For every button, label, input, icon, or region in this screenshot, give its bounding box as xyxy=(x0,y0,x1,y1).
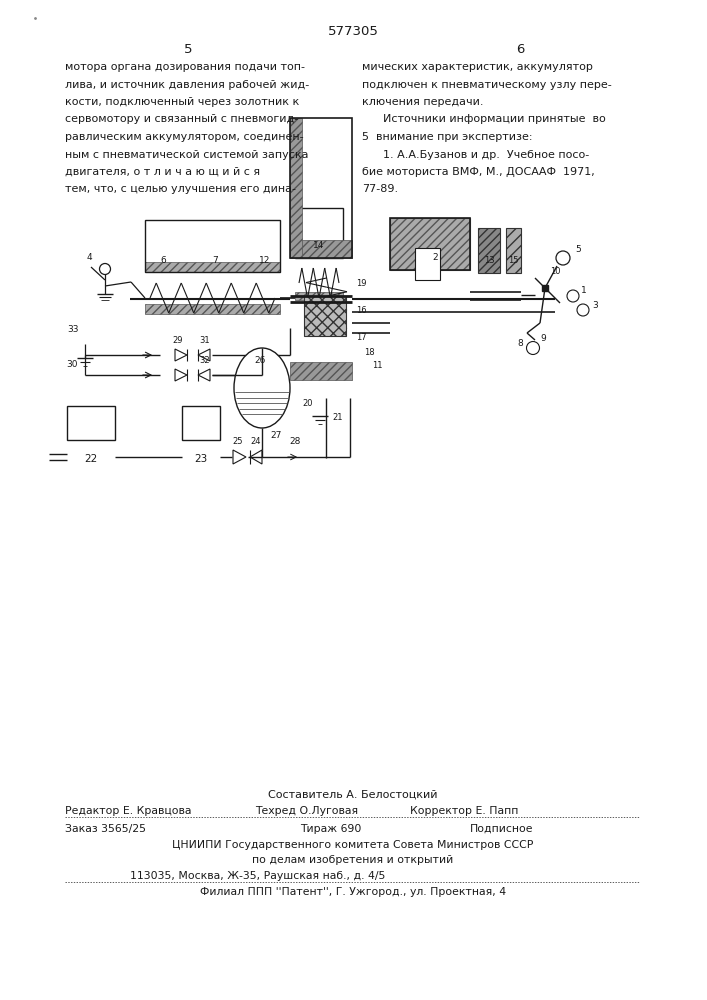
Bar xyxy=(290,118,352,258)
Text: 9: 9 xyxy=(540,334,546,343)
Text: 3: 3 xyxy=(592,301,597,310)
Text: 577305: 577305 xyxy=(327,25,378,38)
Text: ным с пневматической системой запуска: ным с пневматической системой запуска xyxy=(65,149,308,159)
Text: 18: 18 xyxy=(364,348,375,357)
Text: кости, подключенный через золотник к: кости, подключенный через золотник к xyxy=(65,97,299,107)
Text: 14: 14 xyxy=(313,241,325,250)
Circle shape xyxy=(577,304,589,316)
Text: 33: 33 xyxy=(67,325,78,334)
Text: 31: 31 xyxy=(199,336,210,345)
Bar xyxy=(390,218,470,270)
Bar xyxy=(295,250,343,258)
Bar xyxy=(390,218,470,270)
Circle shape xyxy=(527,342,539,355)
Text: Филиал ППП ''Патент'', Г. Ужгород., ул. Проектная, 4: Филиал ППП ''Патент'', Г. Ужгород., ул. … xyxy=(200,887,506,897)
Text: подключен к пневматическому узлу пере-: подключен к пневматическому узлу пере- xyxy=(362,80,612,90)
Text: по делам изобретения и открытий: по делам изобретения и открытий xyxy=(252,855,454,865)
Text: 8: 8 xyxy=(518,339,523,348)
Text: тем, что, с целью улучшения его дина-: тем, что, с целью улучшения его дина- xyxy=(65,184,296,194)
Text: 13: 13 xyxy=(484,256,494,265)
Bar xyxy=(304,296,346,336)
Bar xyxy=(182,406,220,440)
Text: 26: 26 xyxy=(255,356,266,365)
Circle shape xyxy=(567,290,579,302)
Text: ЦНИИПИ Государственного комитета Совета Министров СССР: ЦНИИПИ Государственного комитета Совета … xyxy=(173,840,534,850)
Text: 22: 22 xyxy=(84,454,98,464)
Text: 7: 7 xyxy=(212,256,218,265)
Text: мических характеристик, аккумулятор: мических характеристик, аккумулятор xyxy=(362,62,593,72)
Bar xyxy=(478,228,500,273)
Ellipse shape xyxy=(234,348,290,428)
Bar xyxy=(290,362,352,380)
Bar xyxy=(415,248,440,280)
Bar xyxy=(145,220,280,272)
Text: 17: 17 xyxy=(356,333,367,342)
Text: 23: 23 xyxy=(194,454,208,464)
Bar xyxy=(295,292,343,300)
Text: 5: 5 xyxy=(575,245,580,254)
Text: 24: 24 xyxy=(251,437,262,446)
Text: Источники информации принятые  во: Источники информации принятые во xyxy=(362,114,606,124)
Text: 113035, Москва, Ж-35, Раушская наб., д. 4/5: 113035, Москва, Ж-35, Раушская наб., д. … xyxy=(130,871,385,881)
Text: 19: 19 xyxy=(356,279,366,288)
Text: 5: 5 xyxy=(184,43,192,56)
Text: Редактор Е. Кравцова: Редактор Е. Кравцова xyxy=(65,806,192,816)
Text: 4: 4 xyxy=(86,252,92,261)
Bar xyxy=(295,208,343,258)
Text: Подписное: Подписное xyxy=(470,824,534,834)
Text: 10: 10 xyxy=(550,267,561,276)
Text: 5  внимание при экспертизе:: 5 внимание при экспертизе: xyxy=(362,132,532,142)
Bar xyxy=(145,304,280,314)
Text: 1. А.А.Бузанов и др.  Учебное посо-: 1. А.А.Бузанов и др. Учебное посо- xyxy=(362,149,589,159)
Text: Составитель А. Белостоцкий: Составитель А. Белостоцкий xyxy=(268,790,438,800)
Text: 11: 11 xyxy=(372,361,382,370)
Text: бие моториста ВМФ, М., ДОСААФ  1971,: бие моториста ВМФ, М., ДОСААФ 1971, xyxy=(362,167,595,177)
Text: Тираж 690: Тираж 690 xyxy=(300,824,361,834)
Text: 21: 21 xyxy=(332,413,342,422)
Text: 28: 28 xyxy=(289,437,300,446)
Text: ключения передачи.: ключения передачи. xyxy=(362,97,484,107)
Text: сервомотору и связанный с пневмогид-: сервомотору и связанный с пневмогид- xyxy=(65,114,298,124)
Bar xyxy=(145,262,280,272)
Text: 32: 32 xyxy=(199,356,210,365)
Text: Корректор Е. Папп: Корректор Е. Папп xyxy=(410,806,518,816)
Text: Заказ 3565/25: Заказ 3565/25 xyxy=(65,824,146,834)
Text: 12: 12 xyxy=(259,256,271,265)
Circle shape xyxy=(100,263,110,274)
Text: лива, и источник давления рабочей жид-: лива, и источник давления рабочей жид- xyxy=(65,80,309,90)
Text: равлическим аккумулятором, соединен-: равлическим аккумулятором, соединен- xyxy=(65,132,303,142)
Text: 6: 6 xyxy=(160,256,166,265)
Circle shape xyxy=(556,251,570,265)
Text: 6: 6 xyxy=(516,43,524,56)
Text: 1: 1 xyxy=(581,286,587,295)
Text: 77-89.: 77-89. xyxy=(362,184,398,194)
Text: 2: 2 xyxy=(432,253,438,262)
Bar xyxy=(290,118,302,258)
Bar xyxy=(290,240,352,258)
Text: Техред О.Луговая: Техред О.Луговая xyxy=(255,806,358,816)
Bar xyxy=(506,228,521,273)
Text: 16: 16 xyxy=(356,306,367,315)
Text: 30: 30 xyxy=(66,360,78,369)
Text: мотора органа дозирования подачи топ-: мотора органа дозирования подачи топ- xyxy=(65,62,305,72)
Text: 27: 27 xyxy=(270,431,281,440)
Bar xyxy=(67,406,115,440)
Text: 15: 15 xyxy=(508,256,518,265)
Text: 20: 20 xyxy=(303,399,313,408)
Text: 25: 25 xyxy=(233,437,243,446)
Text: 29: 29 xyxy=(173,336,183,345)
Text: двигателя, о т л и ч а ю щ и й с я: двигателя, о т л и ч а ю щ и й с я xyxy=(65,167,260,177)
